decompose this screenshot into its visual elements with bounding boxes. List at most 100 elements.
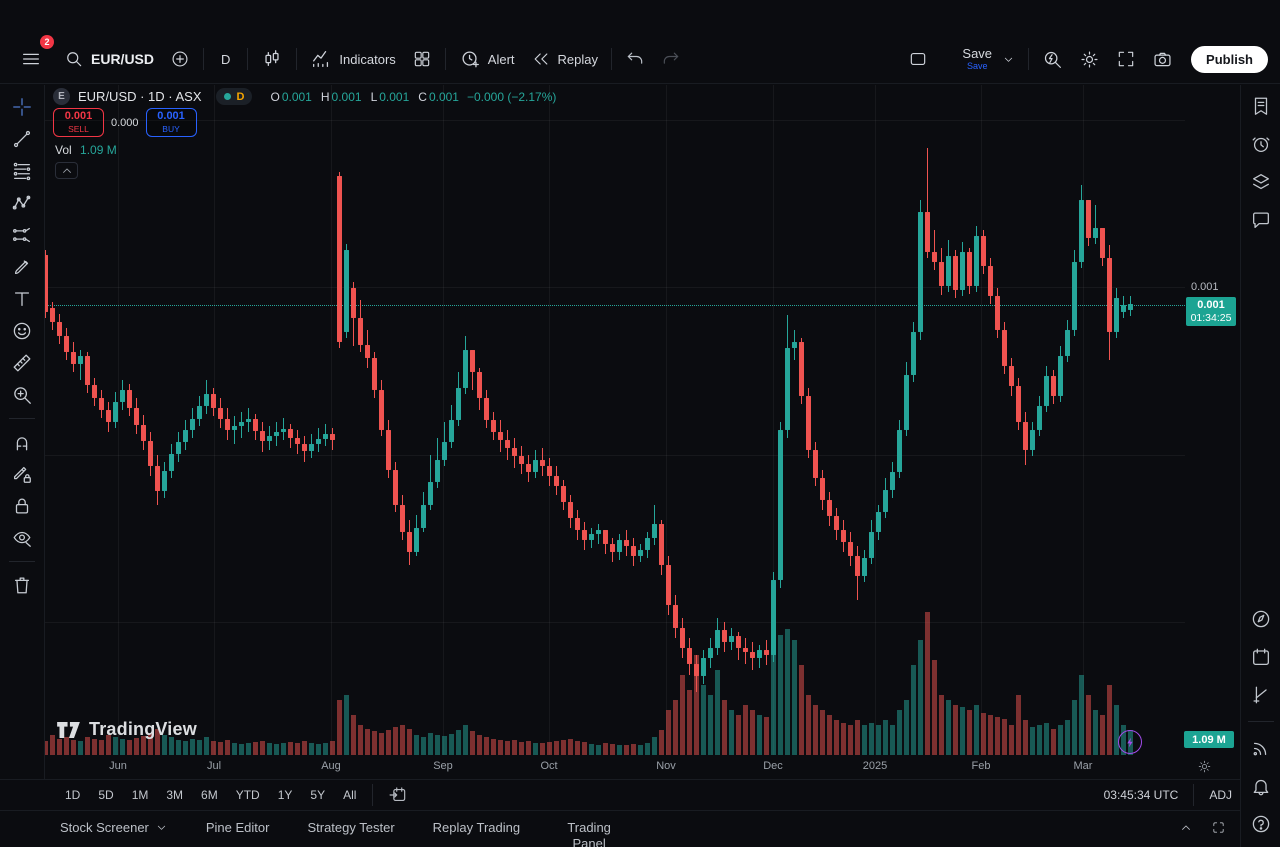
tab-trading-panel[interactable]: Trading Panel <box>558 820 620 847</box>
candle-body <box>862 558 867 576</box>
volume-bar <box>575 741 580 755</box>
volume-bar <box>372 731 377 755</box>
chart-style-button[interactable] <box>253 44 291 74</box>
pattern-icon <box>11 192 33 214</box>
chat-button[interactable] <box>1245 201 1277 239</box>
volume-bar <box>85 737 90 755</box>
candle-body <box>869 532 874 558</box>
alerts-button[interactable] <box>1245 125 1277 163</box>
candle-body <box>302 444 307 451</box>
indicators-button[interactable]: Indicators <box>302 44 403 74</box>
symbol-search-button[interactable]: EUR/USD <box>56 45 162 73</box>
object-tree-button[interactable] <box>1245 163 1277 201</box>
quick-search-button[interactable] <box>1034 45 1071 74</box>
time-axis[interactable]: Jun Jul Aug Sep Oct Nov Dec 2025 Feb Mar <box>45 755 1240 779</box>
hamburger-menu-icon <box>20 48 42 70</box>
clock-utc[interactable]: 03:45:34 UTC <box>1103 787 1179 802</box>
range-5d-button[interactable]: 5D <box>91 785 120 805</box>
xabcd-pattern-tool[interactable] <box>6 187 38 219</box>
volume-bar <box>631 744 636 755</box>
fib-retracement-tool[interactable] <box>6 155 38 187</box>
alert-button[interactable]: Alert <box>451 44 523 74</box>
range-1m-button[interactable]: 1M <box>125 785 156 805</box>
replay-button[interactable]: Replay <box>523 45 606 73</box>
sell-button[interactable]: 0.001 SELL <box>53 108 104 137</box>
volume-bar <box>113 737 118 755</box>
collapse-pane-button[interactable] <box>55 162 78 179</box>
watchlist-button[interactable] <box>1245 87 1277 125</box>
ruler-tool[interactable] <box>6 347 38 379</box>
go-to-date-button[interactable] <box>388 785 408 805</box>
notifications-button[interactable] <box>1245 767 1277 805</box>
axis-settings-gear-icon[interactable] <box>1197 759 1212 774</box>
camera-icon <box>1152 49 1173 70</box>
tab-stock-screener[interactable]: Stock Screener <box>60 820 168 835</box>
forecast-icon <box>11 224 33 246</box>
volume-bar <box>547 742 552 755</box>
lock-all-drawings-tool[interactable] <box>6 490 38 522</box>
fullscreen-button[interactable] <box>1108 45 1144 73</box>
candle-body <box>673 605 678 628</box>
layout-select-button[interactable] <box>900 45 936 73</box>
range-all-button[interactable]: All <box>336 785 363 805</box>
zoom-in-tool[interactable] <box>6 379 38 411</box>
forecast-tool[interactable] <box>6 219 38 251</box>
volume-bar <box>1072 700 1077 755</box>
interval-button[interactable]: D <box>209 48 242 71</box>
hotlists-button[interactable] <box>1245 600 1277 638</box>
hide-drawings-tool[interactable] <box>6 522 38 554</box>
magnet-tool[interactable] <box>6 426 38 458</box>
chart-area[interactable]: E EUR/USD · 1D · ASX D O 0.001 H 0.001 L 0.00… <box>45 85 1240 755</box>
maximize-panel-icon[interactable] <box>1211 820 1226 835</box>
compare-add-symbol-button[interactable] <box>162 45 198 73</box>
time-axis-label: Dec <box>763 760 783 772</box>
ohlc-l: L 0.001 <box>370 89 410 104</box>
main-menu-button[interactable] <box>12 44 50 74</box>
tab-pine-editor[interactable]: Pine Editor <box>206 820 270 835</box>
market-status-pill[interactable]: D <box>215 88 253 105</box>
indicator-templates-button[interactable] <box>404 45 440 73</box>
tab-replay-trading[interactable]: Replay Trading <box>433 820 520 835</box>
range-3m-button[interactable]: 3M <box>159 785 190 805</box>
redo-icon <box>661 49 681 69</box>
tradingview-logo-icon <box>55 721 82 739</box>
range-5y-button[interactable]: 5Y <box>303 785 332 805</box>
adj-toggle[interactable]: ADJ <box>1209 787 1232 802</box>
redo-button[interactable] <box>653 45 689 73</box>
remove-drawings-tool[interactable] <box>6 569 38 601</box>
volume-axis-badge: 1.09 M <box>1184 731 1234 748</box>
range-6m-button[interactable]: 6M <box>194 785 225 805</box>
volume-bar <box>876 725 881 755</box>
volume-bar <box>491 739 496 755</box>
volume-bar <box>778 635 783 755</box>
crosshair-tool[interactable] <box>6 91 38 123</box>
streams-button[interactable] <box>1245 729 1277 767</box>
save-menu-chevron[interactable] <box>994 49 1023 70</box>
calendar-button[interactable] <box>1245 638 1277 676</box>
buy-button[interactable]: 0.001 BUY <box>145 108 197 137</box>
candle-body <box>1002 330 1007 366</box>
volume-bar <box>330 741 335 755</box>
candle-body <box>1037 406 1042 430</box>
candle-body <box>988 266 993 296</box>
help-button[interactable] <box>1245 805 1277 843</box>
save-button[interactable]: Save Save <box>962 47 992 71</box>
screenshot-button[interactable] <box>1144 45 1181 74</box>
chart-settings-button[interactable] <box>1071 45 1108 74</box>
tab-strategy-tester[interactable]: Strategy Tester <box>307 820 394 835</box>
volume-bar <box>456 730 461 755</box>
ideas-button[interactable] <box>1245 676 1277 714</box>
drawing-edit-lock-tool[interactable] <box>6 458 38 490</box>
expand-panel-chevron-icon[interactable] <box>1179 821 1193 835</box>
range-ytd-button[interactable]: YTD <box>229 785 267 805</box>
brush-tool[interactable] <box>6 251 38 283</box>
text-tool[interactable] <box>6 283 38 315</box>
range-1d-button[interactable]: 1D <box>58 785 87 805</box>
trend-line-tool[interactable] <box>6 123 38 155</box>
legend-title[interactable]: EUR/USD · 1D · ASX <box>78 89 202 104</box>
undo-button[interactable] <box>617 45 653 73</box>
range-1y-button[interactable]: 1Y <box>271 785 300 805</box>
emoji-tool[interactable] <box>6 315 38 347</box>
publish-button[interactable]: Publish <box>1191 45 1268 73</box>
instant-trading-button[interactable] <box>1118 730 1142 754</box>
